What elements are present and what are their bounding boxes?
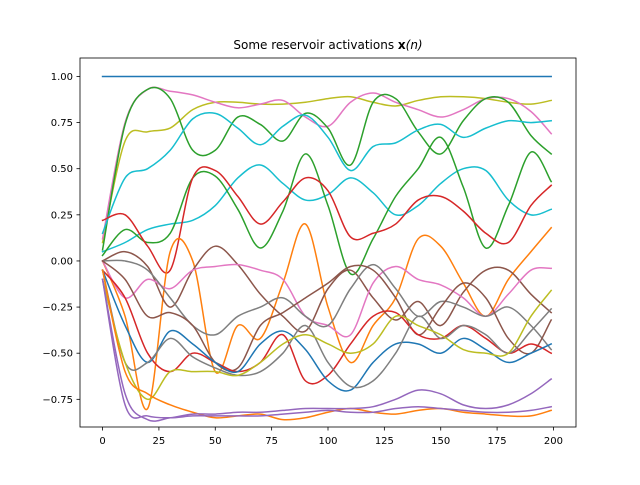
y-tick-label: −0.25	[42, 303, 73, 314]
x-tick-label: 25	[153, 436, 166, 447]
series-line-7	[101, 136, 553, 276]
axis-layer: 0 25 50 75 100 125 150 175 200 1.00 0.75 0.50 0.25 0.…	[42, 57, 577, 447]
chart-title-bold: x	[398, 38, 406, 52]
x-tick-label: 100	[318, 436, 337, 447]
series-line-20	[101, 278, 553, 419]
series-line-14	[101, 269, 553, 385]
x-tick-label: 200	[544, 436, 563, 447]
y-tick-label: 0.25	[51, 210, 73, 221]
chart-title-plain: Some reservoir activations	[233, 38, 398, 52]
y-tick-label: 1.00	[51, 72, 73, 83]
series-layer	[101, 75, 553, 422]
series-line-10	[101, 245, 553, 333]
series-line-12	[101, 259, 553, 351]
y-tick-label: −0.50	[42, 349, 73, 360]
series-line-18	[101, 269, 553, 421]
x-tick-label: 125	[375, 436, 394, 447]
x-tick-label: 75	[265, 436, 278, 447]
series-line-3	[101, 86, 553, 240]
series-line-9	[101, 223, 553, 411]
chart-title: Some reservoir activations x(n)	[233, 38, 422, 52]
x-tick-label: 175	[488, 436, 507, 447]
y-tick-label: 0.75	[51, 118, 73, 129]
chart-title-italic: (n)	[406, 38, 423, 52]
series-line-5	[101, 111, 553, 235]
series-line-8	[101, 166, 553, 274]
series-line-4	[101, 86, 553, 251]
series-line-13	[101, 259, 553, 372]
series-line-15	[101, 269, 553, 392]
y-tick-label: 0.00	[51, 256, 73, 267]
x-tick-label: 150	[431, 436, 450, 447]
x-tick-label: 0	[99, 436, 105, 447]
series-line-17	[101, 278, 553, 401]
series-line-16	[101, 269, 553, 389]
x-tick-label: 50	[209, 436, 222, 447]
y-tick-label: 0.50	[51, 164, 73, 175]
series-line-2	[101, 95, 553, 244]
y-tick-label: −0.75	[42, 395, 73, 406]
series-line-6	[101, 164, 553, 253]
